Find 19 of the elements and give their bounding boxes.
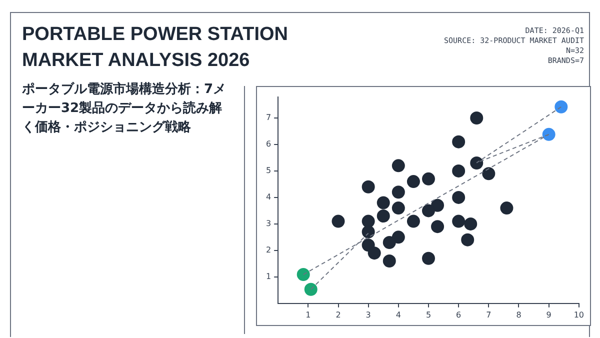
x-tick-label: 4	[396, 310, 401, 320]
x-tick-label: 3	[366, 310, 371, 320]
y-tick-label: 5	[266, 166, 272, 176]
x-tick-label: 10	[574, 310, 584, 320]
y-tick-label: 3	[266, 219, 272, 228]
y-tick-label: 1	[266, 272, 272, 281]
x-tick-label: 9	[546, 310, 552, 320]
y-tick-label: 2	[266, 246, 272, 255]
chart-title: PORTABLE POWER STATION MARKET ANALYSIS 2026	[22, 23, 289, 73]
x-tick-label: 6	[456, 310, 462, 320]
x-tick-label: 8	[516, 310, 522, 320]
y-tick-label: 4	[266, 192, 272, 202]
x-tick-label: 1	[306, 310, 311, 320]
x-tick-label: 7	[486, 310, 492, 320]
y-tick-label: 6	[266, 140, 272, 149]
x-tick-label: 5	[426, 310, 432, 320]
x-tick-label: 2	[336, 310, 341, 320]
y-tick-label: 7	[266, 113, 272, 122]
text: ポータブル電源市場構造分析：7メーカー32製品のデータから読み解く価格・ポジショニング戦略	[22, 80, 228, 137]
